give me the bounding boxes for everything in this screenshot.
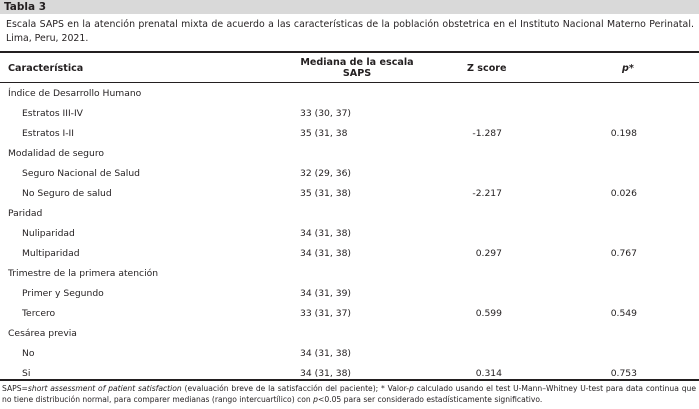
row-median: 35 (31, 38 bbox=[300, 128, 348, 139]
row-median: 34 (31, 38) bbox=[300, 368, 352, 379]
table-row: Multiparidad 34 (31, 38) 0.297 0.767 bbox=[0, 244, 699, 264]
row-z-score: 0.314 bbox=[475, 368, 502, 379]
table-row: Modalidad de seguro bbox=[0, 144, 699, 164]
row-median: 34 (31, 38) bbox=[300, 248, 352, 259]
row-z-score: 0.599 bbox=[475, 308, 502, 319]
footnote-abbr: SAPS= bbox=[2, 384, 28, 393]
row-z-score: 0.297 bbox=[475, 248, 502, 259]
table-row: Nuliparidad 34 (31, 38) bbox=[0, 224, 699, 244]
row-p-value: 0.549 bbox=[610, 308, 637, 319]
row-z-score: -1.287 bbox=[472, 128, 502, 139]
row-median: 33 (30, 37) bbox=[300, 108, 352, 119]
header-median-line-1: Mediana de la escala bbox=[300, 57, 414, 68]
table-row: Índice de Desarrollo Humano bbox=[0, 84, 699, 104]
row-p-value: 0.198 bbox=[610, 128, 637, 139]
row-p-value: 0.767 bbox=[610, 248, 637, 259]
row-median: 32 (29, 36) bbox=[300, 168, 352, 179]
row-label: Estratos I-II bbox=[22, 128, 74, 139]
footnote-abbr-note: (evaluación breve de la satisfacción del… bbox=[181, 384, 382, 393]
table-row: Estratos I-II 35 (31, 38 -1.287 0.198 bbox=[0, 124, 699, 144]
header-p: p* bbox=[622, 63, 634, 74]
row-median: 34 (31, 39) bbox=[300, 288, 352, 299]
header-z-score: Z score bbox=[467, 63, 507, 74]
header-median-line-2: SAPS bbox=[342, 68, 372, 79]
footnote-text-a: calculado usando el test U-Mann–Whitney … bbox=[2, 384, 696, 404]
table-row: Trimestre de la primera atención bbox=[0, 264, 699, 284]
caption-line-1: Escala SAPS en la atención prenatal mixt… bbox=[6, 19, 694, 30]
table-row: Si 34 (31, 38) 0.314 0.753 bbox=[0, 364, 699, 384]
table-title-band bbox=[0, 0, 699, 14]
footnote-p-symbol-2: p bbox=[313, 395, 318, 404]
row-median: 34 (31, 38) bbox=[300, 228, 352, 239]
header-median: Mediana de la escala SAPS bbox=[282, 57, 432, 79]
row-label: Índice de Desarrollo Humano bbox=[8, 88, 142, 99]
footnote-text-b: <0.05 para ser considerado estadísticame… bbox=[317, 395, 543, 404]
top-rule bbox=[0, 51, 699, 53]
caption-line-2: Lima, Peru, 2021. bbox=[6, 33, 89, 44]
table-row: No 34 (31, 38) bbox=[0, 344, 699, 364]
table-row: Seguro Nacional de Salud 32 (29, 36) bbox=[0, 164, 699, 184]
footnote-abbr-expansion: short assessment of patient satisfaction bbox=[27, 384, 182, 393]
table-row: Estratos III-IV 33 (30, 37) bbox=[0, 104, 699, 124]
row-z-score: -2.217 bbox=[472, 188, 502, 199]
footnote-star: * Valor- bbox=[381, 384, 410, 393]
row-label: Estratos III-IV bbox=[22, 108, 83, 119]
row-label: Tercero bbox=[22, 308, 56, 319]
table-label: Tabla 3 bbox=[4, 1, 47, 13]
row-label: Primer y Segundo bbox=[22, 288, 104, 299]
table-row: Tercero 33 (31, 37) 0.599 0.549 bbox=[0, 304, 699, 324]
row-p-value: 0.026 bbox=[610, 188, 637, 199]
table-row: Paridad bbox=[0, 204, 699, 224]
table-row: No Seguro de salud 35 (31, 38) -2.217 0.026 bbox=[0, 184, 699, 204]
row-median: 35 (31, 38) bbox=[300, 188, 352, 199]
bottom-rule bbox=[0, 379, 699, 381]
row-median: 33 (31, 37) bbox=[300, 308, 352, 319]
row-label: No Seguro de salud bbox=[22, 188, 112, 199]
table-row: Primer y Segundo 34 (31, 39) bbox=[0, 284, 699, 304]
footnote-p-symbol: p bbox=[409, 384, 414, 393]
row-label: Si bbox=[22, 368, 31, 379]
row-label: Modalidad de seguro bbox=[8, 148, 105, 159]
row-median: 34 (31, 38) bbox=[300, 348, 352, 359]
row-label: Paridad bbox=[8, 208, 43, 219]
table-footnote: SAPS=short assessment of patient satisfa… bbox=[2, 383, 696, 405]
row-label: Nuliparidad bbox=[22, 228, 75, 239]
row-label: Seguro Nacional de Salud bbox=[22, 168, 140, 179]
header-characteristic: Característica bbox=[8, 63, 84, 74]
table-row: Cesárea previa bbox=[0, 324, 699, 344]
header-rule bbox=[0, 82, 699, 83]
row-label: No bbox=[22, 348, 35, 359]
table-caption: Escala SAPS en la atención prenatal mixt… bbox=[6, 18, 694, 46]
row-label: Multiparidad bbox=[22, 248, 80, 259]
row-label: Cesárea previa bbox=[8, 328, 77, 339]
row-p-value: 0.753 bbox=[610, 368, 637, 379]
row-label: Trimestre de la primera atención bbox=[8, 268, 159, 279]
